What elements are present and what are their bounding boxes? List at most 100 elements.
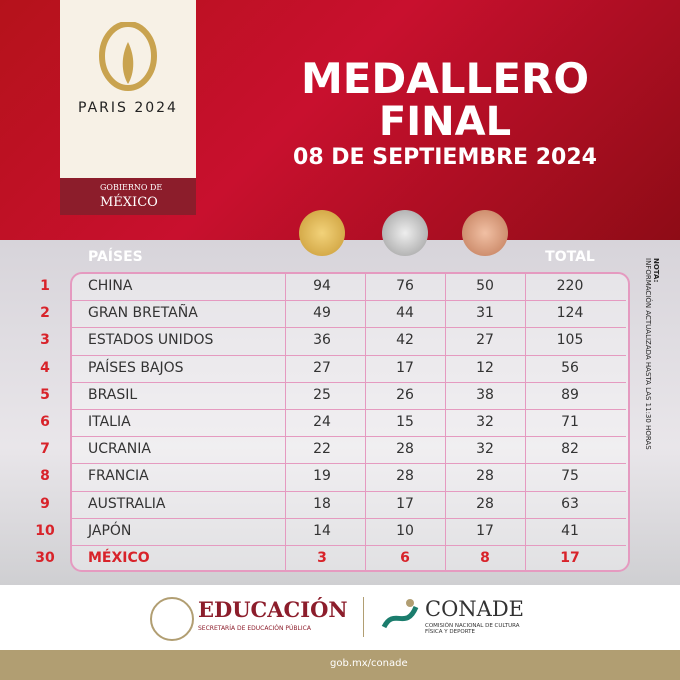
- row-separator: [72, 463, 626, 465]
- medal-count: 28: [396, 468, 414, 485]
- medal-count: 19: [313, 468, 331, 485]
- silver-medal: [382, 210, 428, 256]
- conade-subtitle: COMISIÓN NACIONAL DE CULTURA FÍSICA Y DE…: [425, 623, 520, 635]
- country: BRASIL: [88, 386, 138, 403]
- medal-count: 56: [561, 359, 579, 376]
- medal-count: 17: [476, 522, 494, 539]
- gold-medal: [299, 210, 345, 256]
- rank: 5: [40, 386, 50, 403]
- medal-count: 94: [313, 278, 331, 294]
- country: CHINA: [88, 278, 133, 294]
- medal-count: 76: [396, 278, 414, 294]
- rank: 4: [40, 359, 50, 376]
- row-separator: [72, 545, 626, 546]
- social-bar: gob.mx/conade: [0, 650, 680, 680]
- medal-count: 42: [396, 332, 414, 349]
- medal-count: 3: [317, 550, 327, 566]
- medal-count: 32: [476, 441, 494, 458]
- total-header: TOTAL: [545, 249, 595, 265]
- medal-count: 38: [476, 386, 494, 403]
- medal-count: 17: [396, 495, 414, 512]
- seal-icon: [150, 597, 194, 641]
- row-separator: [72, 300, 626, 302]
- medal-count: 24: [313, 414, 331, 430]
- website: gob.mx/conade: [330, 658, 408, 669]
- note: NOTA: INFORMACIÓN ACTUALIZADA HASTA LAS 1…: [644, 258, 660, 558]
- country: JAPÓN: [88, 522, 132, 539]
- column-separator: [445, 272, 446, 570]
- country: FRANCIA: [88, 468, 149, 485]
- medal-count: 6: [400, 550, 410, 566]
- note-text: INFORMACIÓN ACTUALIZADA HASTA LAS 11:30 …: [644, 258, 652, 450]
- medal-count: 28: [476, 468, 494, 485]
- country: UCRANIA: [88, 441, 151, 458]
- medal-count: 18: [313, 495, 331, 512]
- divider: [363, 597, 364, 637]
- medal-count: 63: [561, 495, 579, 512]
- medal-count: 32: [476, 414, 494, 430]
- flame-icon: [99, 22, 157, 91]
- rank: 3: [40, 332, 50, 349]
- title: MEDALLERO: [300, 54, 590, 103]
- conade-title: CONADE: [425, 597, 524, 621]
- medal-count: 41: [561, 522, 579, 539]
- medal-count: 10: [396, 522, 414, 539]
- row-separator: [72, 354, 626, 356]
- medal-count: 31: [476, 305, 494, 322]
- education-subtitle: SECRETARÍA DE EDUCACIÓN PÚBLICA: [198, 625, 311, 632]
- government-label: GOBIERNO DE: [100, 183, 163, 192]
- conade-icon: [381, 599, 419, 629]
- rank: 1: [40, 278, 50, 294]
- medal-count: 44: [396, 305, 414, 322]
- medal-count: 105: [556, 332, 584, 349]
- rank: 8: [40, 468, 50, 485]
- note-label: NOTA:: [652, 258, 660, 283]
- medal-count: 82: [561, 441, 579, 458]
- table-frame: [70, 272, 630, 572]
- logo-text: PARIS 2024: [78, 100, 178, 116]
- medal-count: 14: [313, 522, 331, 539]
- medal-count: 27: [476, 332, 494, 349]
- countries-header: PAÍSES: [88, 249, 143, 265]
- row-separator: [72, 517, 626, 519]
- country: ITALIA: [88, 414, 131, 430]
- medal-count: 28: [396, 441, 414, 458]
- footer: EDUCACIÓN SECRETARÍA DE EDUCACIÓN PÚBLIC…: [0, 585, 680, 650]
- rank: 10: [35, 522, 55, 539]
- medal-count: 50: [476, 278, 494, 294]
- medal-count: 17: [560, 550, 580, 566]
- medal-count: 8: [480, 550, 490, 566]
- medal-count: 89: [561, 386, 579, 403]
- country: MÉXICO: [88, 550, 150, 566]
- row-separator: [72, 381, 626, 383]
- date: 08 DE SEPTIEMBRE 2024: [293, 145, 597, 170]
- medal-count: 75: [561, 468, 579, 485]
- country: PAÍSES BAJOS: [88, 359, 184, 376]
- medal-count: 17: [396, 359, 414, 376]
- rank: 7: [40, 441, 50, 458]
- country: GRAN BRETAÑA: [88, 305, 198, 322]
- medal-count: 124: [556, 305, 584, 322]
- country: ESTADOS UNIDOS: [88, 332, 214, 349]
- medal-count: 49: [313, 305, 331, 322]
- row-separator: [72, 436, 626, 438]
- medal-count: 26: [396, 386, 414, 403]
- medal-count: 15: [396, 414, 414, 430]
- column-separator: [285, 272, 286, 570]
- medal-count: 22: [313, 441, 331, 458]
- row-separator: [72, 409, 626, 410]
- bronze-medal: [462, 210, 508, 256]
- rank: 2: [40, 305, 50, 322]
- column-separator: [525, 272, 526, 570]
- table-background: [0, 240, 680, 585]
- row-separator: [72, 327, 626, 329]
- country: AUSTRALIA: [88, 495, 166, 512]
- rank: 30: [35, 550, 55, 566]
- medal-count: 27: [313, 359, 331, 376]
- subtitle: FINAL: [378, 99, 512, 145]
- medal-count: 220: [556, 278, 584, 294]
- education-title: EDUCACIÓN: [198, 597, 348, 622]
- medal-count: 25: [313, 386, 331, 403]
- government-country: MÉXICO: [100, 195, 158, 210]
